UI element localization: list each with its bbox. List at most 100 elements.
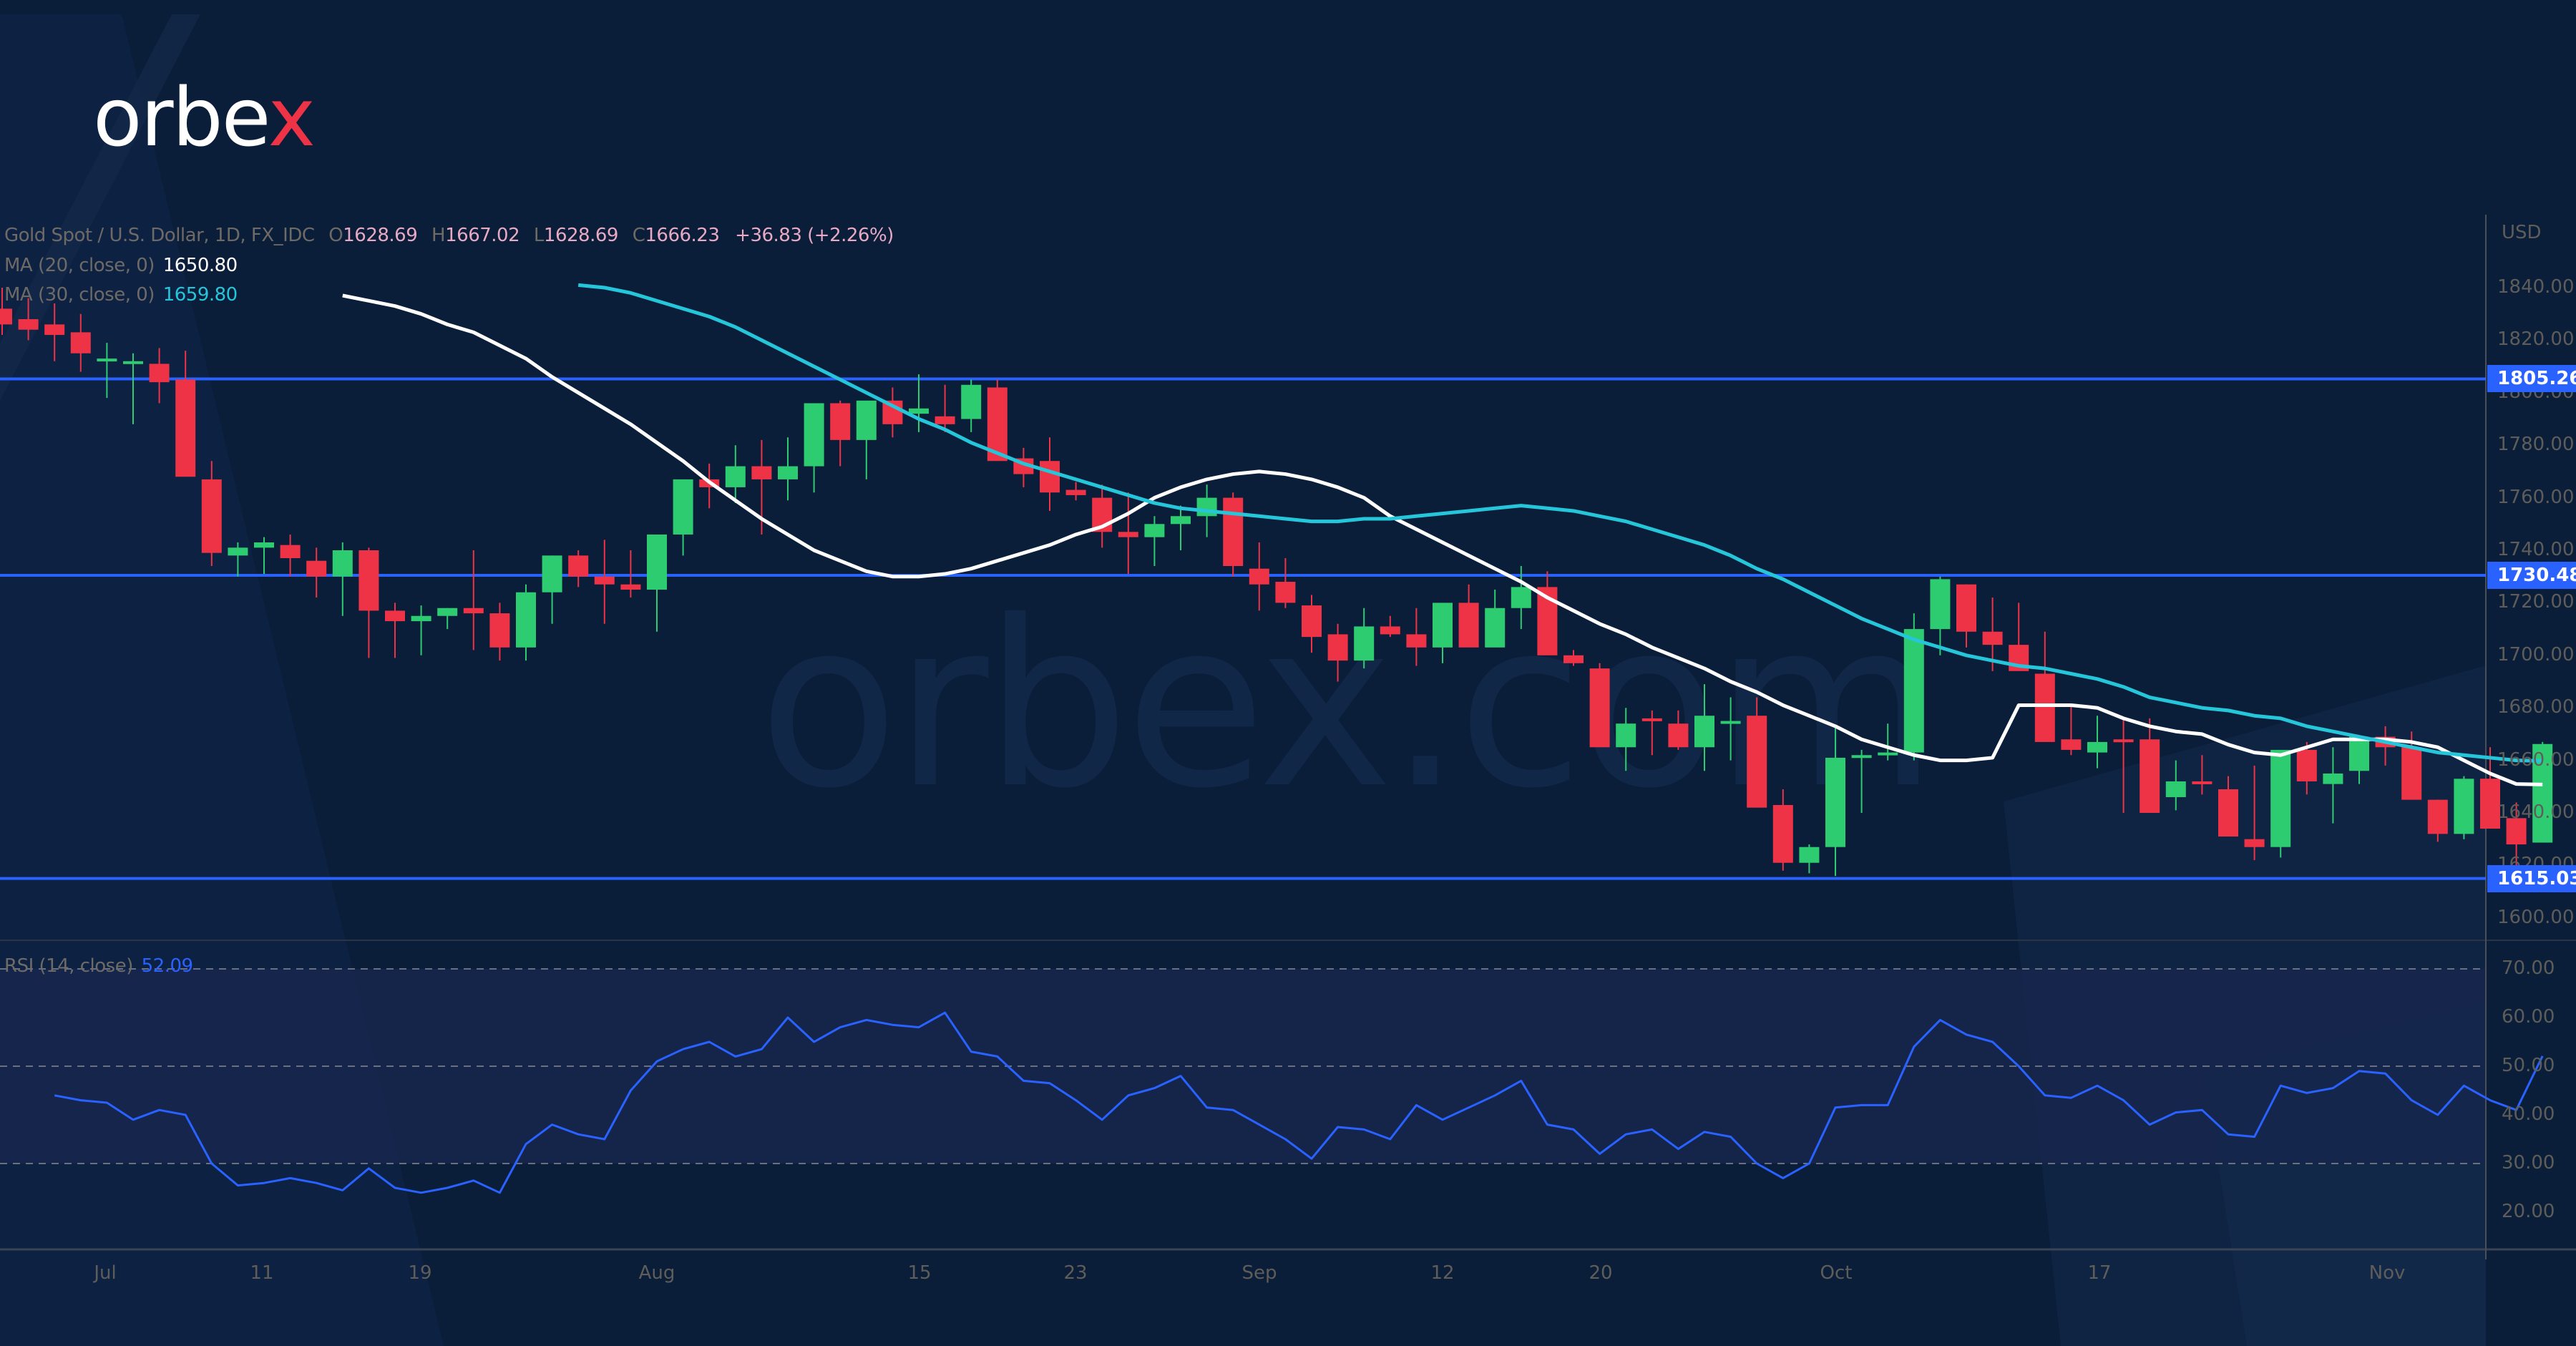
candle[interactable] [1982, 631, 2003, 645]
candle[interactable] [1851, 755, 1872, 759]
candle[interactable] [2140, 739, 2160, 813]
ma30-legend[interactable]: MA (30, close, 0) 1659.80 [4, 284, 238, 306]
candle[interactable] [1668, 723, 1689, 748]
candle[interactable] [2270, 749, 2291, 847]
ma-line [342, 293, 2543, 786]
candle[interactable] [254, 542, 274, 548]
candle[interactable] [1302, 605, 1322, 638]
candle[interactable] [2244, 839, 2265, 847]
candle[interactable] [1641, 718, 1662, 721]
candle[interactable] [1616, 723, 1636, 748]
candle[interactable] [856, 400, 877, 440]
ma20-legend[interactable]: MA (20, close, 0) 1650.80 [4, 255, 238, 276]
candle[interactable] [568, 555, 589, 577]
candle[interactable] [935, 416, 955, 424]
candle[interactable] [1747, 716, 1767, 808]
candle[interactable] [2323, 773, 2343, 784]
candle[interactable] [358, 550, 379, 611]
candle[interactable] [516, 592, 536, 648]
candle[interactable] [1171, 516, 1191, 525]
candle[interactable] [2480, 779, 2500, 829]
candle[interactable] [1772, 804, 1793, 863]
candle[interactable] [1825, 757, 1845, 847]
candle[interactable] [2401, 747, 2422, 800]
time-tick: 15 [907, 1262, 932, 1284]
candle[interactable] [2218, 789, 2238, 837]
candle[interactable] [909, 408, 929, 414]
candle[interactable] [1433, 603, 1453, 648]
candle[interactable] [228, 547, 248, 556]
candle[interactable] [1040, 461, 1060, 493]
candle[interactable] [830, 403, 851, 440]
candle[interactable] [385, 610, 405, 622]
candle[interactable] [463, 608, 484, 614]
candle[interactable] [1380, 626, 1400, 635]
candle[interactable] [1799, 847, 1820, 863]
candle[interactable] [201, 479, 222, 553]
candle[interactable] [2087, 741, 2107, 753]
candle[interactable] [70, 332, 91, 353]
close-label: C [632, 225, 645, 246]
candle[interactable] [280, 545, 301, 559]
candle[interactable] [123, 361, 143, 364]
candle[interactable] [175, 379, 196, 477]
candle[interactable] [2427, 799, 2448, 834]
candle[interactable] [2113, 739, 2134, 743]
candle[interactable] [2165, 781, 2186, 797]
candle[interactable] [1563, 655, 1584, 663]
candle[interactable] [18, 319, 39, 330]
candle[interactable] [0, 308, 12, 325]
symbol-legend[interactable]: Gold Spot / U.S. Dollar, 1D, FX_IDC O162… [4, 225, 894, 246]
candle[interactable] [1485, 608, 1506, 648]
candle[interactable] [751, 466, 772, 479]
candle[interactable] [437, 608, 458, 616]
candle[interactable] [1223, 497, 1244, 567]
candle[interactable] [1511, 587, 1531, 608]
candle[interactable] [673, 479, 693, 535]
candle[interactable] [44, 324, 65, 336]
candle[interactable] [2061, 739, 2082, 750]
candle[interactable] [1144, 524, 1165, 537]
price-tick: 1640.00 [2497, 801, 2575, 823]
candle[interactable] [1694, 716, 1714, 748]
candle[interactable] [725, 466, 746, 487]
candle[interactable] [2349, 736, 2369, 771]
candle[interactable] [620, 584, 641, 590]
candle[interactable] [1275, 582, 1296, 603]
candle[interactable] [804, 403, 824, 467]
candle[interactable] [1878, 752, 1898, 756]
rsi-tick: 20.00 [2502, 1201, 2555, 1222]
candle[interactable] [332, 550, 353, 577]
candle[interactable] [1065, 489, 1086, 495]
candle[interactable] [1930, 579, 1951, 630]
candle[interactable] [149, 364, 170, 383]
candle[interactable] [1327, 634, 1348, 661]
candle[interactable] [1720, 721, 1741, 724]
candle[interactable] [411, 615, 431, 622]
candle[interactable] [1589, 668, 1610, 748]
candle[interactable] [1354, 626, 1375, 661]
candle[interactable] [1406, 634, 1427, 648]
price-tick: 1780.00 [2497, 434, 2575, 456]
candle[interactable] [2192, 781, 2212, 784]
candle[interactable] [961, 384, 982, 419]
candle[interactable] [97, 359, 117, 362]
candle[interactable] [647, 534, 667, 590]
candle[interactable] [542, 555, 562, 592]
rsi-legend[interactable]: RSI (14, close) 52.09 [4, 955, 193, 977]
candle[interactable] [778, 466, 798, 479]
candle[interactable] [306, 560, 327, 577]
candle[interactable] [489, 613, 510, 648]
candle[interactable] [1249, 568, 1269, 585]
candle[interactable] [2296, 749, 2317, 781]
candle[interactable] [594, 576, 615, 585]
candle[interactable] [1956, 584, 1976, 632]
candle[interactable] [1458, 603, 1479, 648]
candle[interactable] [1118, 532, 1138, 537]
candle[interactable] [1903, 629, 1924, 753]
candle[interactable] [2506, 818, 2527, 845]
candle[interactable] [2034, 673, 2055, 742]
candle[interactable] [2454, 779, 2474, 834]
